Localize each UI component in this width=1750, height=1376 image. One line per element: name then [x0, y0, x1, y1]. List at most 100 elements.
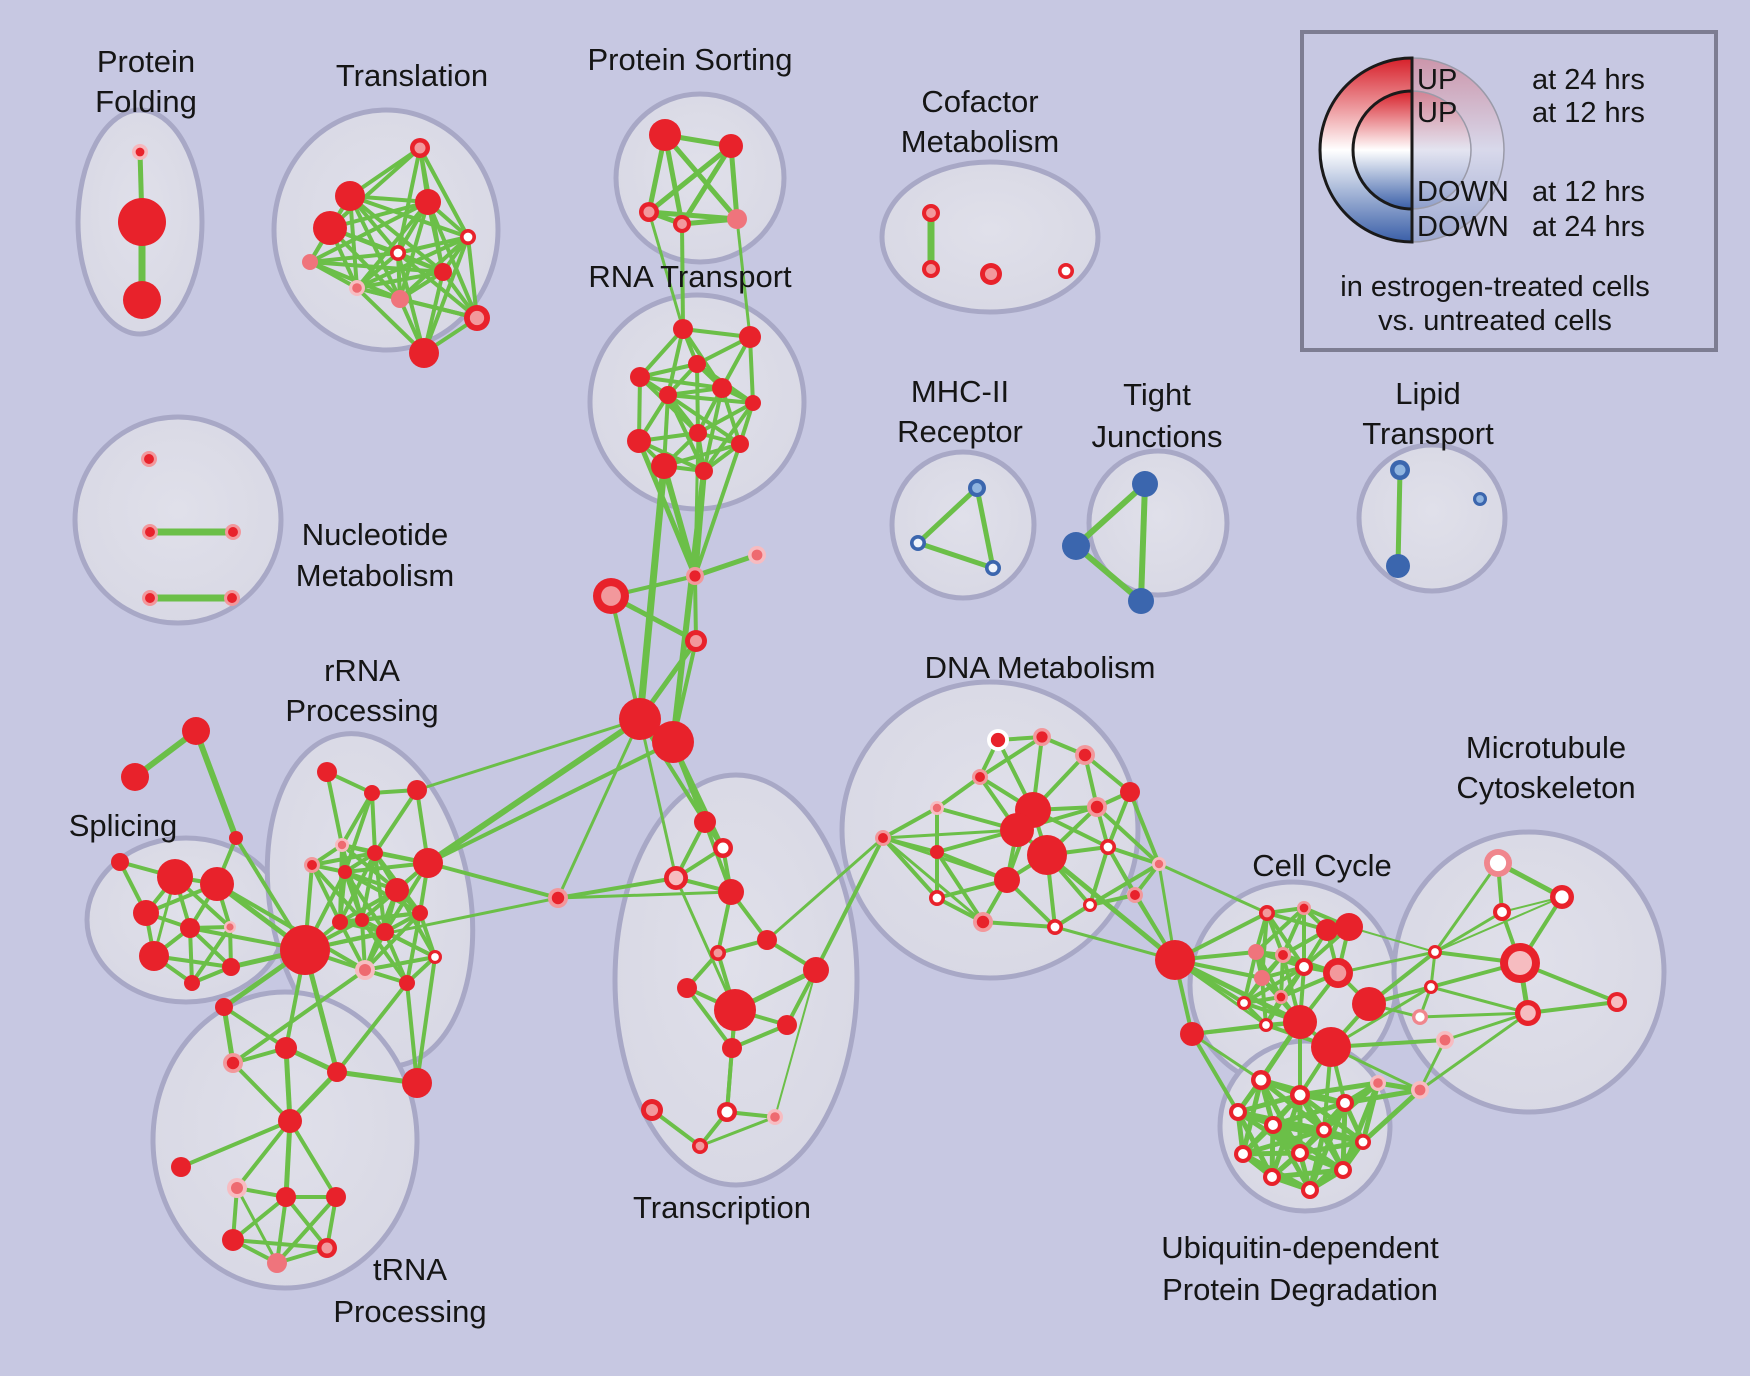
node-core-ub5	[1319, 1125, 1329, 1135]
node-tn0	[215, 998, 233, 1016]
node-tx9	[777, 1015, 797, 1035]
edge	[982, 920, 1056, 929]
node-core-ub11	[1305, 1185, 1315, 1195]
edge	[699, 1115, 776, 1148]
edge	[917, 540, 994, 571]
edge	[384, 930, 436, 959]
node-pf1	[118, 198, 166, 246]
edge	[405, 982, 419, 1084]
edge	[882, 836, 1008, 882]
legend-state-label: UP	[1417, 64, 1457, 96]
edge	[670, 470, 707, 743]
node-rt11	[695, 462, 713, 480]
edge	[427, 861, 559, 900]
edge	[1271, 1167, 1344, 1180]
edge	[680, 223, 685, 330]
edge	[309, 251, 399, 264]
node-core-cc1	[1299, 903, 1309, 913]
node-core-tn11	[321, 1242, 333, 1254]
edge	[916, 486, 979, 545]
node-cc2	[1316, 919, 1338, 941]
node-tr8	[391, 290, 409, 308]
legend-state-label: UP	[1417, 97, 1457, 129]
edge	[1434, 910, 1503, 954]
cluster-label-rrna-processing: Processing	[285, 693, 438, 728]
node-core-cf3	[1061, 266, 1071, 276]
node-tn6	[171, 1157, 191, 1177]
edge	[748, 336, 755, 404]
legend: UP at 24 hrs UP at 12 hrs DOWN at 12 hrs DOWN a…	[1300, 30, 1718, 352]
cluster-label-nucleotide-metabolism: Metabolism	[296, 558, 455, 593]
node-dm12	[1027, 835, 1067, 875]
edge	[702, 401, 755, 473]
node-core-dm3	[975, 772, 985, 782]
node-core-lt0	[1394, 464, 1406, 476]
cluster-label-trna-processing: Processing	[333, 1294, 486, 1329]
node-core-mt5	[1427, 983, 1435, 991]
edge	[416, 717, 641, 792]
node-core-dm17	[1086, 901, 1094, 909]
node-tr10	[409, 338, 439, 368]
node-core-ub9	[1338, 1165, 1348, 1175]
node-core-cn6	[551, 891, 565, 905]
cluster-ellipse-tight-junctions	[1086, 448, 1230, 598]
edge	[1281, 907, 1306, 956]
edge	[639, 375, 723, 390]
node-core-cc6	[1299, 962, 1309, 972]
legend-glyph-inner-right	[1411, 90, 1472, 210]
cluster-ellipse-cofactor-metabolism	[879, 159, 1101, 315]
cluster-label-ubiquitin-degradation: Ubiquitin-dependent	[1161, 1230, 1439, 1265]
node-so0	[649, 119, 681, 151]
node-cc12	[1283, 1005, 1317, 1039]
edge	[694, 552, 758, 579]
node-core-cn2	[601, 586, 621, 606]
node-rt3	[630, 367, 650, 387]
cluster-ellipse-dna-metabolism	[839, 679, 1141, 981]
edge	[309, 200, 429, 264]
node-sp0	[157, 859, 193, 895]
node-tr3	[313, 211, 347, 245]
node-dm13	[994, 867, 1020, 893]
edge	[383, 931, 409, 984]
edge	[304, 896, 559, 952]
cluster-label-ubiquitin-degradation: Protein Degradation	[1162, 1272, 1438, 1307]
edge	[373, 788, 419, 855]
node-core-pf0	[135, 147, 145, 157]
node-lt1	[1386, 554, 1410, 578]
edge	[663, 133, 739, 221]
edge	[288, 1119, 338, 1199]
node-tr1	[335, 181, 365, 211]
node-core-dm19	[1154, 859, 1164, 869]
edge	[284, 1195, 329, 1250]
node-core-dm2	[1078, 748, 1092, 762]
node-cn5	[652, 721, 694, 763]
cluster-label-dna-metabolism: DNA Metabolism	[925, 650, 1156, 685]
node-cc8	[1254, 970, 1270, 986]
node-core-tx2	[668, 870, 684, 886]
node-tx3	[718, 879, 744, 905]
cluster-label-lipid-transport: Lipid	[1395, 376, 1461, 411]
edge	[557, 876, 677, 900]
node-tj1	[1062, 532, 1090, 560]
cluster-label-transcription: Transcription	[633, 1190, 811, 1225]
edge	[328, 146, 422, 230]
node-ccb0	[1155, 940, 1195, 980]
node-tx10	[722, 1038, 742, 1058]
edge	[310, 863, 364, 922]
node-core-rr4	[307, 860, 317, 870]
node-tx7	[803, 957, 829, 983]
edge	[1434, 896, 1563, 953]
node-core-tx12	[721, 1106, 733, 1118]
cluster-label-protein-folding: Protein	[97, 44, 195, 79]
edge	[1138, 483, 1148, 602]
edge	[638, 718, 678, 879]
label-layer: Protein Folding Translation Protein Sorting…	[69, 42, 1636, 1329]
node-core-cf1	[926, 264, 936, 274]
edge	[222, 1005, 288, 1050]
node-core-nm3	[145, 593, 155, 603]
edge	[418, 147, 470, 238]
node-tn10	[222, 1229, 244, 1251]
legend-state-label: DOWN	[1417, 211, 1509, 243]
node-core-lt2	[1476, 495, 1484, 503]
edge	[283, 1120, 293, 1198]
